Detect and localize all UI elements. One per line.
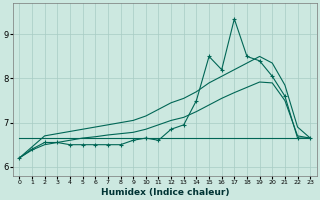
X-axis label: Humidex (Indice chaleur): Humidex (Indice chaleur) [100, 188, 229, 197]
